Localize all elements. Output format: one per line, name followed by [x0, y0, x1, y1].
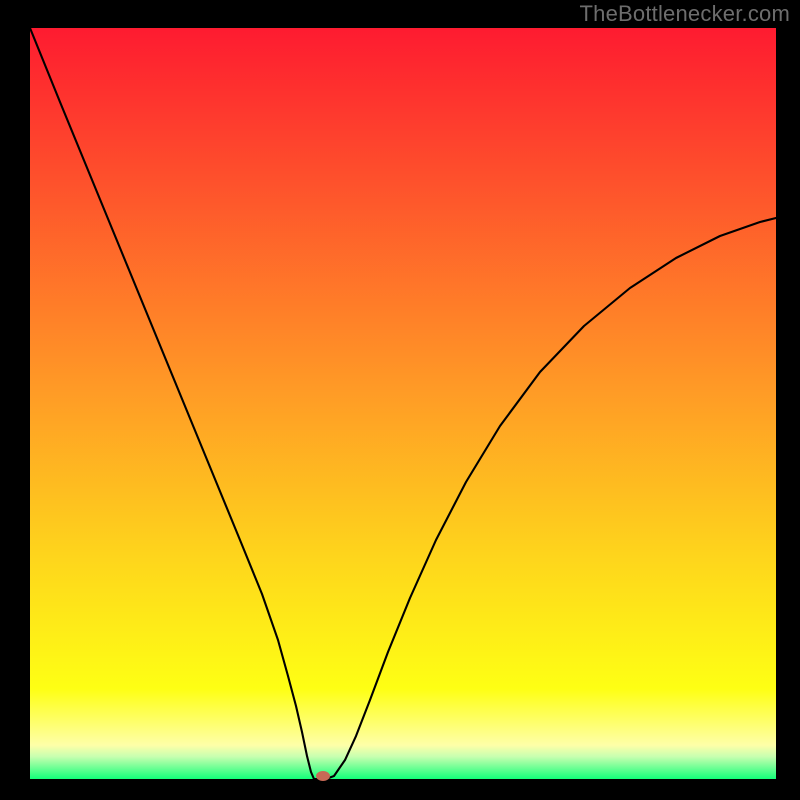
watermark-text: TheBottlenecker.com [580, 1, 790, 27]
curve-layer [0, 0, 800, 800]
bottleneck-curve [30, 28, 776, 779]
optimum-marker [316, 771, 330, 781]
chart-frame: TheBottlenecker.com [0, 0, 800, 800]
